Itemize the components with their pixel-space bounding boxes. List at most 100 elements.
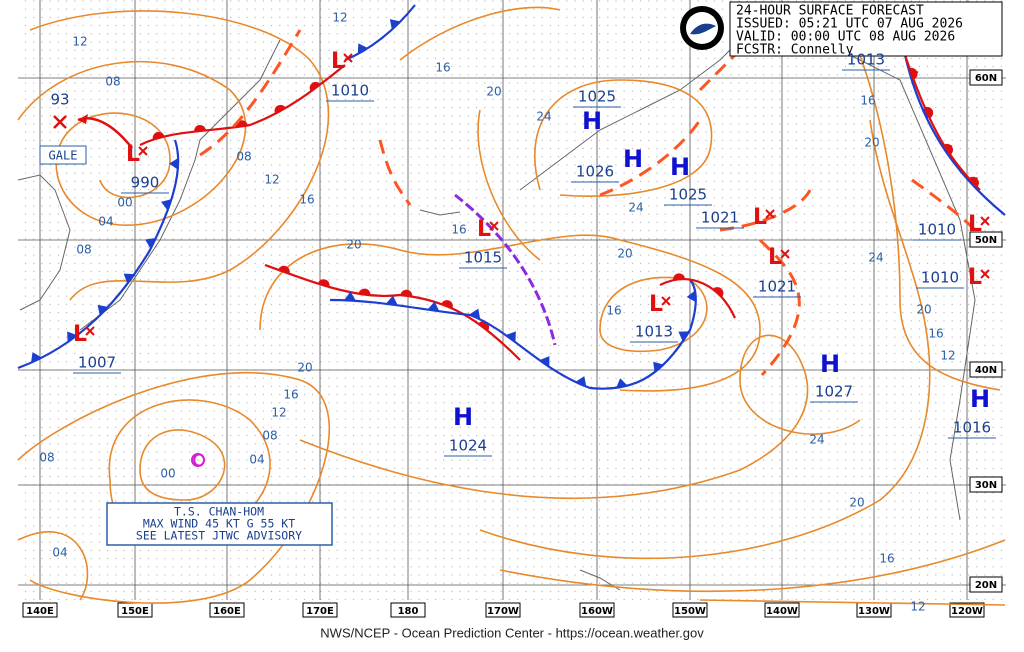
isobar-label: 08 (76, 243, 91, 257)
low-symbol: L (968, 265, 982, 290)
isobar-label: 12 (264, 173, 279, 187)
warm-front-symbol (909, 67, 918, 80)
warm-front-symbol (152, 131, 165, 140)
footer-credit: NWS/NCEP - Ocean Prediction Center - htt… (320, 625, 704, 640)
storm-line: T.S. CHAN-HOM (174, 505, 264, 519)
center-pressure: 1025 (578, 88, 616, 106)
center-pressure: 1007 (78, 354, 116, 372)
lon-label-box (390, 602, 426, 618)
lat-label: 40N (975, 365, 997, 376)
isobar-label: 16 (860, 94, 875, 108)
low-symbol: L (768, 245, 782, 270)
warm-front-symbol (317, 279, 330, 288)
isobar-label: 08 (105, 75, 120, 89)
front-line (199, 29, 302, 157)
front-line (264, 263, 521, 361)
warm-front-symbol (924, 106, 934, 119)
lon-label-box (579, 602, 615, 618)
fronts (17, 4, 1006, 390)
low-x (85, 326, 95, 336)
header-line: VALID: 00:00 UTC 08 AUG 2026 (736, 30, 955, 45)
low-x (780, 249, 790, 259)
isobar-label: 00 (117, 196, 132, 210)
lon-label-box (209, 602, 245, 618)
graticule: 140E 150E 160E 170E 180 170W 160W 150W 140W 130W 1… (18, 0, 1006, 618)
front-line (454, 193, 557, 346)
tropical-storm-symbol: с (191, 447, 205, 472)
isobars (17, 6, 1006, 606)
lat-label: 60N (975, 73, 997, 84)
cold-front-symbol (169, 157, 179, 170)
cold-front-symbol (357, 43, 369, 55)
isobar-label: 24 (868, 251, 883, 265)
warm-front-symbol (968, 176, 979, 188)
cold-front-symbol (505, 331, 516, 343)
center-pressure: 1027 (815, 383, 853, 401)
isobar-label: 04 (52, 546, 67, 560)
isobar-label: 20 (486, 85, 501, 99)
cold-front-symbol (145, 238, 156, 249)
cold-front-symbol (31, 352, 42, 363)
lat-label: 20N (975, 580, 997, 591)
isobar-label: 00 (160, 467, 175, 481)
center-pressure: 1010 (921, 269, 959, 287)
cold-front-symbol (575, 376, 587, 387)
header-line: ISSUED: 05:21 UTC 07 AUG 2026 (736, 17, 963, 32)
isobar-label: 20 (297, 361, 312, 375)
old-center: 93 (50, 91, 133, 149)
isobar-label: 04 (249, 453, 264, 467)
front-line (17, 139, 180, 370)
center-pressure: 1024 (449, 437, 487, 455)
cold-front-symbol (653, 361, 664, 373)
lon-label-box (764, 602, 800, 618)
lon-label: 160E (213, 606, 241, 617)
cold-front-symbol (427, 301, 440, 312)
low-x (138, 146, 148, 156)
cold-front-symbol (539, 356, 550, 367)
lon-label: 170E (306, 606, 334, 617)
isobar-label: 16 (451, 223, 466, 237)
low-symbol: L (753, 205, 767, 230)
front-line (599, 119, 702, 197)
isobar-label: 16 (606, 304, 621, 318)
cold-front-symbol (469, 308, 481, 320)
high-symbol: H (820, 350, 840, 378)
center-pressure: 1025 (669, 186, 707, 204)
lat-label: 30N (975, 480, 997, 491)
high-symbol: H (582, 107, 602, 135)
warm-front-symbol (673, 273, 686, 280)
warm-front-symbol (194, 125, 207, 132)
warm-front-symbol (358, 288, 371, 296)
cold-front-symbol (385, 295, 398, 306)
isobar-label: 12 (940, 349, 955, 363)
lat-label: 50N (975, 235, 997, 246)
lon-label: 150E (121, 606, 149, 617)
lon-label: 130W (858, 606, 890, 617)
isobar-label: 24 (536, 110, 551, 124)
lon-label-box (485, 602, 521, 618)
gale-label: GALE (49, 149, 78, 163)
warm-front-symbol (400, 289, 413, 297)
isobar-label: 16 (435, 61, 450, 75)
isobar-label: 20 (617, 247, 632, 261)
warm-front-symbol (274, 104, 286, 114)
lon-label: 150W (674, 606, 706, 617)
cold-front-symbol (678, 331, 690, 342)
low-x (980, 216, 990, 226)
low-x (765, 209, 775, 219)
low-symbol: L (477, 217, 491, 242)
low-symbol: L (73, 322, 87, 347)
lat-label-box (969, 576, 1003, 593)
low-x (661, 296, 671, 306)
isobar-label: 04 (98, 215, 113, 229)
cold-front-symbol (686, 290, 697, 303)
lat-label-box (969, 231, 1003, 248)
front-line (378, 139, 412, 206)
isobar-label: 20 (916, 303, 931, 317)
lon-label-box (302, 602, 338, 618)
low-symbol: L (968, 212, 982, 237)
low-x (489, 221, 499, 231)
front-line (911, 178, 977, 232)
warm-front-symbol (943, 143, 954, 155)
